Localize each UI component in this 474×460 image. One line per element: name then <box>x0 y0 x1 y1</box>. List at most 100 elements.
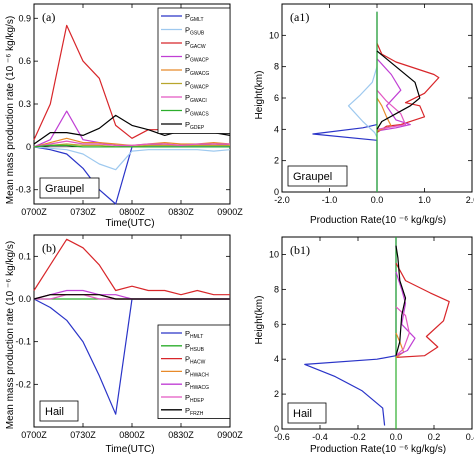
series-line-p-gmlt <box>312 11 378 192</box>
panel-label: (b) <box>42 241 56 255</box>
panel-a1: 0 2 4 6 8 10 -2.0 -1.0 0.0 1.0 2.0 (a1) Graupel <box>269 3 474 205</box>
y-tick-label: 0.9 <box>18 13 31 23</box>
x-tick-label: -0.6 <box>274 432 290 442</box>
x-tick-label: 0.0 <box>371 195 384 205</box>
x-tick-label: 0800Z <box>119 207 145 217</box>
box-label-frame <box>39 177 100 199</box>
panel-b1: 0 2 4 6 8 10 -0.6 -0.4 -0.2 0.0 0.2 0.4 (b1) Hail <box>269 236 474 442</box>
legend-entry: PGSUB <box>185 26 205 37</box>
series-line-p-frzh <box>33 294 230 300</box>
x-tick-label: 0830Z <box>168 207 194 217</box>
y-tick-label: -0.3 <box>15 185 31 195</box>
box-label-frame <box>39 400 79 422</box>
x-tick-label: 0900Z <box>217 207 243 217</box>
y-axis-label-top-left: Mean mass production rate (10 ⁻⁶ kg/kg/s… <box>5 16 16 204</box>
x-axis-label-a1: Production Rate(10 ⁻⁶ kg/kg/s) <box>310 215 446 226</box>
legend-entry: PGWACI <box>185 93 207 104</box>
y-tick-label: 10 <box>269 30 279 40</box>
y-tick-label: 0.3 <box>18 99 31 109</box>
panel-label: (b1) <box>290 243 310 257</box>
x-tick-label: 0730Z <box>70 430 96 440</box>
x-tick-label: -2.0 <box>274 195 290 205</box>
series-line-p-gwacs <box>33 144 230 148</box>
panel-b: -0.2 -0.1 0.0 0.1 0700Z 0730Z 0800Z 0830Z 0900Z (… <box>15 234 243 440</box>
series-line-p-gsub <box>33 146 231 171</box>
y-tick-label: 0.1 <box>18 251 31 261</box>
legend-entry: PHACW <box>185 355 206 366</box>
legend-entry: PFRZH <box>185 406 204 417</box>
x-tick-label: 0700Z <box>21 430 47 440</box>
x-tick-label: 0.4 <box>466 432 474 442</box>
series-line-p-frzh <box>395 245 407 356</box>
x-tick-label: 0800Z <box>119 430 145 440</box>
series-line-p-hdep <box>34 294 230 300</box>
plot-frame-b1 <box>281 236 473 430</box>
x-tick-label: 0.0 <box>390 432 403 442</box>
y-tick-label: 10 <box>269 249 279 259</box>
box-label-frame <box>287 402 327 424</box>
y-axis-label-bottom-left: Mean mass production rate (10 ⁻⁶ kg/kg/s… <box>5 241 16 429</box>
legend-entry: PHDEP <box>185 393 205 404</box>
y-tick-label: 8 <box>274 62 279 72</box>
x-tick-label: 0730Z <box>70 207 96 217</box>
y-tick-label: 0.0 <box>18 294 31 304</box>
box-label: Graupel <box>45 183 84 195</box>
series-line-p-gwacp <box>376 58 411 132</box>
panel-a: -0.3 0 0.3 0.6 0.9 0700Z 0730Z 0800Z 0830Z 0900Z (… <box>15 3 243 217</box>
series-line-p-hwacg <box>395 271 416 357</box>
series-line-p-hacw <box>33 238 230 296</box>
legend-entry: PGACW <box>185 39 206 50</box>
x-tick-label: 0900Z <box>217 430 243 440</box>
x-axis-label-b: Time(UTC) <box>105 444 154 455</box>
y-tick-label: 2 <box>274 389 279 399</box>
y-axis-label-a1: Height(km) <box>254 71 265 120</box>
panel-label: (a1) <box>290 10 309 24</box>
y-tick-label: 6 <box>274 93 279 103</box>
box-label: Hail <box>293 408 312 420</box>
series-line-p-gwaci <box>376 89 407 130</box>
x-tick-label: 0700Z <box>21 207 47 217</box>
y-tick-label: 8 <box>274 284 279 294</box>
y-tick-label: 6 <box>274 319 279 329</box>
x-tick-label: -1.0 <box>322 195 338 205</box>
legend-entry: PGMLT <box>185 12 204 23</box>
panel-label: (a) <box>42 10 55 24</box>
series-line-p-hacw <box>395 262 450 358</box>
series-line-p-hmlt <box>304 237 397 426</box>
y-tick-label: 0 <box>26 142 31 152</box>
legend-entry: PHWACG <box>185 380 209 391</box>
x-tick-label: 0.2 <box>428 432 441 442</box>
x-tick-label: 0830Z <box>168 430 194 440</box>
y-tick-label: 0 <box>274 424 279 434</box>
y-tick-label: 0.6 <box>18 56 31 66</box>
y-tick-label: 0 <box>274 187 279 197</box>
legend-entry: PGWACG <box>185 66 209 77</box>
x-tick-label: 2.0 <box>466 195 474 205</box>
y-tick-label: -0.1 <box>15 337 31 347</box>
x-tick-label: -0.2 <box>350 432 366 442</box>
series-line-p-gwaci <box>33 140 230 148</box>
y-tick-label: -0.2 <box>15 379 31 389</box>
legend-entry: PHMLT <box>185 329 203 340</box>
series-line-p-gdep <box>376 50 421 130</box>
box-label-frame <box>287 165 348 187</box>
box-label: Hail <box>45 406 64 418</box>
x-axis-label-a: Time(UTC) <box>105 218 154 229</box>
x-tick-label: 1.0 <box>418 195 431 205</box>
legend-entry: PGDEP <box>185 120 205 131</box>
y-tick-label: 2 <box>274 156 279 166</box>
y-tick-label: 4 <box>274 124 279 134</box>
series-line-p-gacw <box>376 42 440 134</box>
legend-entry: PGWACP <box>185 80 209 91</box>
x-tick-label: -0.4 <box>312 432 328 442</box>
y-tick-label: 4 <box>274 354 279 364</box>
series-line-p-hwach <box>395 332 405 358</box>
x-axis-label-b1: Production Rate(10 ⁻⁶ kg/kg/s) <box>310 444 446 455</box>
legend-a: PGMLT PGSUB PGACW PGWACP PGWACG PGWACP PGWACI P… <box>157 7 231 134</box>
legend-entry: PHWACH <box>185 367 209 378</box>
box-label: Graupel <box>293 171 332 183</box>
legend-entry: PHSUB <box>185 342 205 353</box>
legend-entry: PGWACP <box>185 53 209 64</box>
